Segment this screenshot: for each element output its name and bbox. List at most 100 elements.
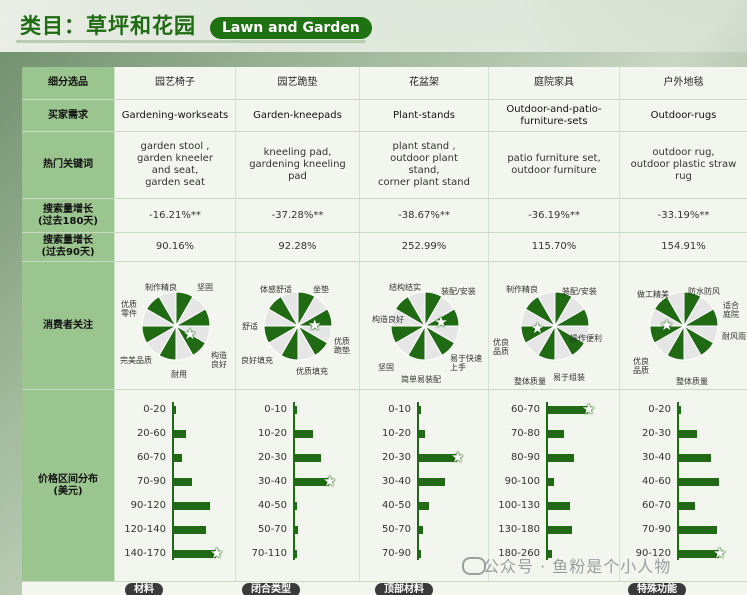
row-divider xyxy=(22,99,747,100)
header-bar: 类目：草坪和花园 Lawn and Garden xyxy=(0,0,747,52)
cell-price-bg xyxy=(488,390,619,581)
price-range-label: 30-40 xyxy=(641,452,671,463)
watermark-text: 公众号 · 鱼粉是个小人物 xyxy=(483,557,672,576)
price-bar xyxy=(295,430,313,438)
price-bar xyxy=(295,502,297,510)
price-axis xyxy=(677,402,679,560)
cell-segment: 户外地毯 xyxy=(619,67,747,99)
price-range-label: 60-70 xyxy=(136,452,166,463)
price-range-label: 30-40 xyxy=(257,476,287,487)
price-bar xyxy=(419,430,425,438)
price-bar xyxy=(679,430,697,438)
price-range-label: 0-10 xyxy=(264,404,287,415)
pie-label: 优质 零件 xyxy=(121,300,137,318)
star-icon: ★ xyxy=(713,544,727,562)
bottom-tab: 顶部材料 xyxy=(375,583,433,595)
cell-demand: Plant-stands xyxy=(359,100,488,131)
cell-demand: Garden-kneepads xyxy=(235,100,359,131)
row-header-keywords: 热门关键词 xyxy=(22,132,114,199)
price-range-label: 140-170 xyxy=(124,548,166,559)
price-range-label: 10-20 xyxy=(257,428,287,439)
row-header-demand: 买家需求 xyxy=(22,100,114,132)
price-bar xyxy=(679,526,717,534)
pie-label: 体感舒适 xyxy=(260,285,292,294)
price-range-label: 70-80 xyxy=(510,428,540,439)
pie-label: 结构结实 xyxy=(389,283,421,292)
cell-concerns-bg xyxy=(359,262,488,389)
price-bar xyxy=(419,550,421,558)
price-range-label: 50-70 xyxy=(257,524,287,535)
cell-demand: Outdoor-and-patio- furniture-sets xyxy=(488,100,619,131)
price-bar xyxy=(679,406,681,414)
concern-pie-1 xyxy=(263,291,333,361)
price-axis xyxy=(293,402,295,560)
star-icon: ★ xyxy=(582,400,596,418)
row-header-price: 价格区间分布 (美元) xyxy=(22,390,114,582)
price-range-label: 0-20 xyxy=(648,404,671,415)
price-bar xyxy=(295,526,298,534)
pie-label: 构造良好 xyxy=(372,315,404,324)
price-bar xyxy=(419,406,421,414)
price-bar xyxy=(174,454,182,462)
price-range-label: 180-260 xyxy=(498,548,540,559)
cell-growth180: -37.28%** xyxy=(235,199,359,232)
cell-keywords: patio furniture set, outdoor furniture xyxy=(488,132,619,198)
price-bar xyxy=(174,430,186,438)
price-range-label: 10-20 xyxy=(381,428,411,439)
price-range-label: 20-30 xyxy=(641,428,671,439)
row-divider xyxy=(22,232,747,233)
price-range-label: 100-130 xyxy=(498,500,540,511)
price-bar xyxy=(548,454,574,462)
pie-label: 易于快速 上手 xyxy=(450,354,482,372)
star-icon: ★ xyxy=(210,544,224,562)
pie-label: 制作精良 xyxy=(506,285,538,294)
cell-price-bg xyxy=(114,390,235,581)
cell-growth90: 154.91% xyxy=(619,233,747,261)
cell-growth90: 90.16% xyxy=(114,233,235,261)
cell-segment: 园艺椅子 xyxy=(114,67,235,99)
price-range-label: 90-120 xyxy=(130,500,166,511)
price-range-label: 20-30 xyxy=(257,452,287,463)
price-axis xyxy=(417,402,419,560)
price-bar xyxy=(548,526,572,534)
cell-growth180: -38.67%** xyxy=(359,199,488,232)
cell-concerns-bg xyxy=(488,262,619,389)
price-range-label: 70-90 xyxy=(381,548,411,559)
concern-pie-2 xyxy=(389,291,460,361)
page-subtitle-badge: Lawn and Garden xyxy=(210,17,372,39)
star-icon: ★ xyxy=(660,316,674,334)
wechat-icon xyxy=(462,557,486,575)
price-range-label: 80-90 xyxy=(510,452,540,463)
cell-growth180: -36.19%** xyxy=(488,199,619,232)
price-bar xyxy=(679,478,719,486)
price-bar xyxy=(548,406,588,414)
category-table: 细分选品 买家需求 热门关键词 搜索量增长 (过去180天) 搜索量增长 (过去90天)… xyxy=(22,67,747,595)
pie-label: 完美品质 xyxy=(120,356,152,365)
price-bar xyxy=(419,478,445,486)
star-icon: ★ xyxy=(308,316,322,334)
price-range-label: 20-30 xyxy=(381,452,411,463)
price-bar xyxy=(419,526,423,534)
price-range-label: 130-180 xyxy=(498,524,540,535)
pie-label: 优质 跪垫 xyxy=(334,337,350,355)
pie-label: 良好填充 xyxy=(241,356,273,365)
price-bar xyxy=(679,454,711,462)
pie-label: 简单易装配 xyxy=(401,375,441,384)
price-bar xyxy=(174,526,206,534)
cell-price-bg xyxy=(359,390,488,581)
price-bar xyxy=(548,430,564,438)
price-bar xyxy=(295,454,321,462)
concern-pie-3 xyxy=(519,291,590,361)
price-bar xyxy=(548,478,554,486)
pie-slice xyxy=(536,291,555,328)
row-header-growth180: 搜索量增长 (过去180天) xyxy=(22,199,114,233)
price-range-label: 40-50 xyxy=(381,500,411,511)
row-header-concerns: 消费者关注 xyxy=(22,262,114,390)
price-range-label: 60-70 xyxy=(641,500,671,511)
pie-label: 装配/安装 xyxy=(562,287,597,296)
row-divider xyxy=(22,389,747,390)
star-icon: ★ xyxy=(183,324,197,343)
price-bar xyxy=(419,502,429,510)
price-bar xyxy=(679,502,695,510)
